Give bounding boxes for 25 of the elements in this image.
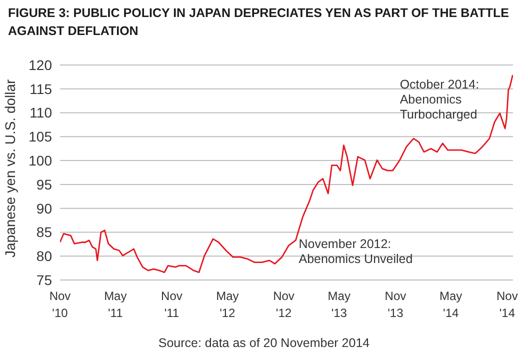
x-tick-label: May '14	[440, 289, 462, 320]
y-tick-label: 105	[28, 128, 52, 145]
x-tick-label: May '11	[104, 289, 127, 320]
y-tick-label: 75	[36, 272, 52, 288]
x-tick-label: Nov '10	[49, 289, 71, 320]
x-tick-label: Nov '14	[496, 289, 518, 320]
y-tick-label: 95	[36, 176, 52, 192]
y-tick-label: 80	[36, 248, 52, 264]
y-tick-label: 85	[36, 224, 52, 240]
x-tick-label: May '13	[328, 289, 350, 320]
x-tick-label: Nov '12	[273, 289, 294, 320]
y-axis-title: Japanese yen vs. U.S. dollar	[2, 78, 18, 258]
y-tick-label: 90	[36, 200, 52, 216]
annotation: November 2012: Abenomics Unveiled	[298, 237, 413, 266]
x-tick-label: May '12	[216, 289, 239, 320]
y-tick-label: 120	[28, 56, 52, 73]
source-note: Source: data as of 20 November 2014	[157, 336, 371, 350]
y-tick-label: 100	[28, 152, 52, 169]
x-tick-label: Nov '11	[161, 289, 182, 320]
chart-title: FIGURE 3: PUBLIC POLICY IN JAPAN DEPRECIATES YEN AS PART OF THE BATTLE AGAINST DEFLATION	[8, 5, 510, 40]
x-tick-label: Nov '13	[384, 289, 406, 320]
y-tick-label: 110	[30, 104, 52, 121]
y-tick-label: 115	[30, 80, 52, 97]
line-series	[60, 74, 513, 274]
annotation: October 2014: Abenomics Turbocharged	[400, 77, 480, 122]
